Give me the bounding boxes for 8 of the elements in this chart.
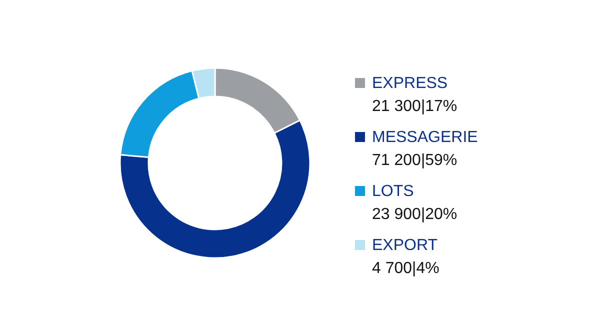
data-label: 23 900|20% bbox=[372, 206, 458, 223]
data-label: 4 700|4% bbox=[372, 260, 440, 277]
data-label: 21 300|17% bbox=[372, 98, 458, 115]
legend-label: EXPORT bbox=[372, 237, 438, 254]
data-label: 71 200|59% bbox=[372, 152, 458, 169]
legend-label: LOTS bbox=[372, 183, 414, 200]
legend-label: MESSAGERIE bbox=[372, 129, 478, 146]
legend-label: EXPRESS bbox=[372, 75, 448, 92]
